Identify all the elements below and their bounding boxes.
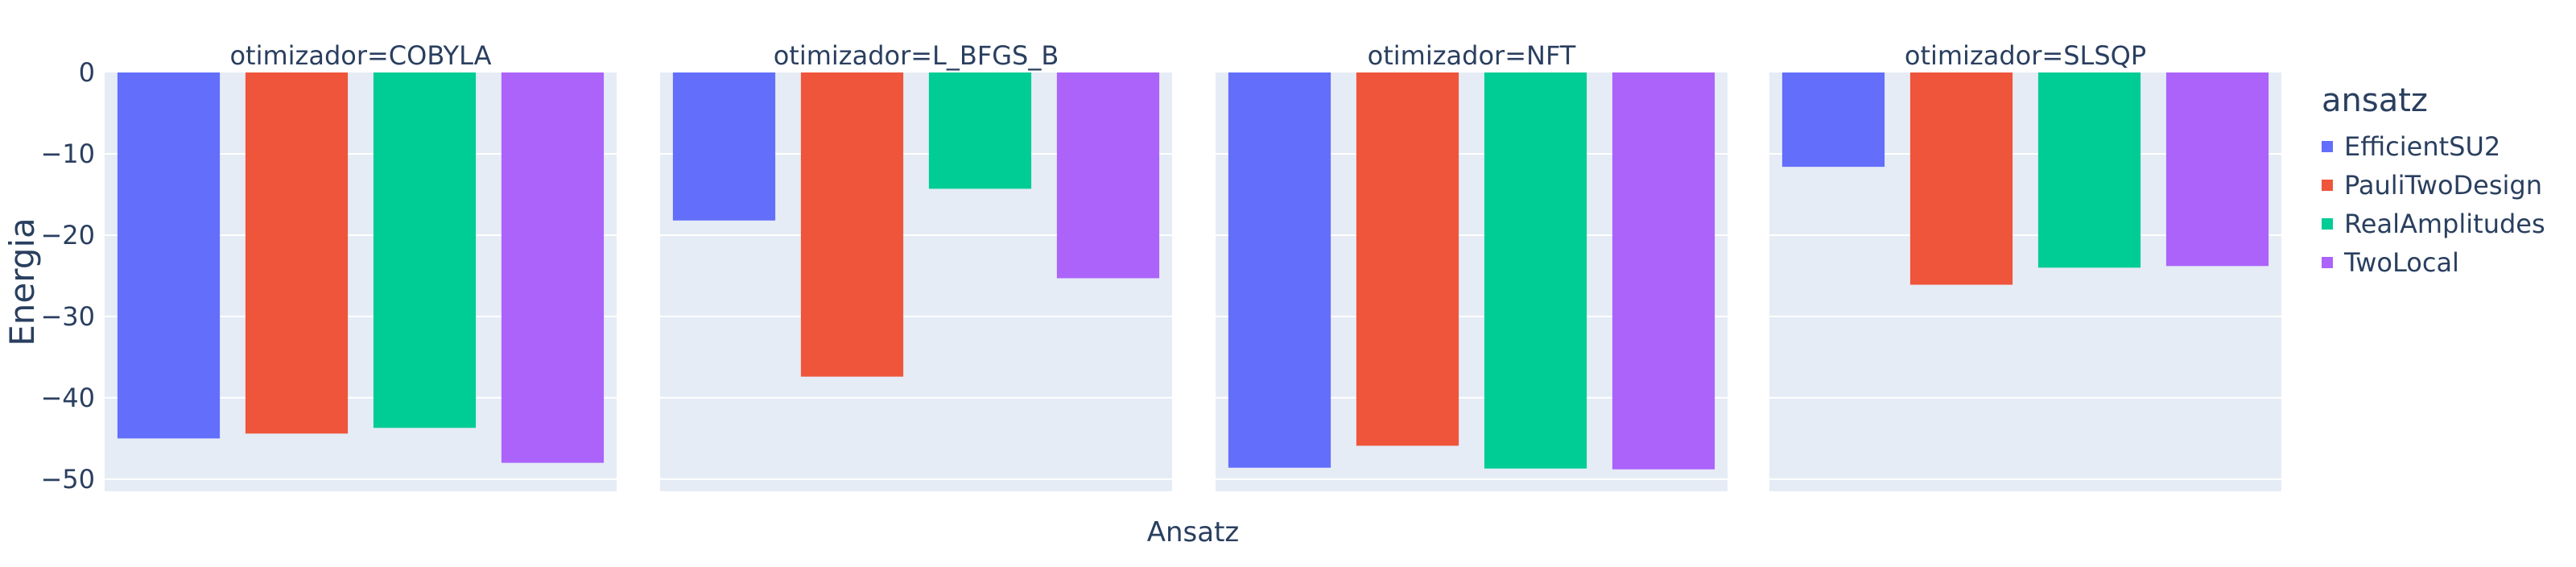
y-tick-label: −40 [40, 383, 95, 413]
y-tick-label: −10 [40, 139, 95, 169]
bar-otimizador-cobyla-twolocal[interactable] [501, 72, 605, 463]
legend-label-efficientsu2: EfficientSU2 [2344, 131, 2501, 162]
bar-otimizador-nft-paulitwodesign[interactable] [1356, 72, 1459, 446]
bar-otimizador-l-bfgs-b-realamplitudes[interactable] [928, 72, 1032, 189]
facet-title-otimizador-cobyla: otimizador=COBYLA [229, 40, 491, 71]
facet-title-otimizador-nft: otimizador=NFT [1368, 40, 1576, 71]
legend-swatch-twolocal [2322, 257, 2333, 268]
bar-otimizador-slsqp-paulitwodesign[interactable] [1909, 72, 2013, 285]
legend-title: ansatz [2322, 82, 2428, 119]
legend: ansatz EfficientSU2 PauliTwoDesign RealA… [2322, 82, 2545, 282]
legend-label-realamplitudes: RealAmplitudes [2344, 209, 2545, 239]
bar-otimizador-l-bfgs-b-efficientsu2[interactable] [672, 72, 776, 221]
x-axis-label: Ansatz [1147, 516, 1240, 548]
legend-swatch-efficientsu2 [2322, 141, 2333, 152]
y-axis-label: Energia [2, 217, 42, 346]
bar-otimizador-cobyla-paulitwodesign[interactable] [245, 72, 349, 434]
bar-otimizador-slsqp-efficientsu2[interactable] [1781, 72, 1885, 168]
bar-otimizador-l-bfgs-b-twolocal[interactable] [1056, 72, 1160, 279]
legend-swatch-paulitwodesign [2322, 180, 2333, 191]
legend-item-twolocal[interactable]: TwoLocal [2322, 243, 2545, 282]
legend-label-paulitwodesign: PauliTwoDesign [2344, 170, 2543, 201]
legend-item-realamplitudes[interactable]: RealAmplitudes [2322, 205, 2545, 243]
bar-otimizador-cobyla-efficientsu2[interactable] [117, 72, 221, 439]
facet-title-otimizador-slsqp: otimizador=SLSQP [1905, 40, 2146, 71]
y-tick-label: −30 [40, 301, 95, 332]
legend-item-efficientsu2[interactable]: EfficientSU2 [2322, 127, 2545, 166]
bar-otimizador-cobyla-realamplitudes[interactable] [373, 72, 477, 428]
legend-label-twolocal: TwoLocal [2344, 247, 2459, 278]
bar-otimizador-l-bfgs-b-paulitwodesign[interactable] [800, 72, 904, 377]
y-tick-label: 0 [79, 57, 95, 88]
bar-otimizador-slsqp-twolocal[interactable] [2165, 72, 2269, 267]
bar-otimizador-nft-efficientsu2[interactable] [1228, 72, 1331, 468]
y-tick-label: −50 [40, 464, 95, 495]
legend-swatch-realamplitudes [2322, 218, 2333, 230]
bar-otimizador-nft-twolocal[interactable] [1612, 72, 1715, 470]
bar-otimizador-slsqp-realamplitudes[interactable] [2037, 72, 2141, 268]
legend-item-paulitwodesign[interactable]: PauliTwoDesign [2322, 166, 2545, 205]
facet-title-otimizador-l-bfgs-b: otimizador=L_BFGS_B [774, 40, 1059, 71]
bar-otimizador-nft-realamplitudes[interactable] [1484, 72, 1587, 469]
y-tick-label: −20 [40, 220, 95, 250]
